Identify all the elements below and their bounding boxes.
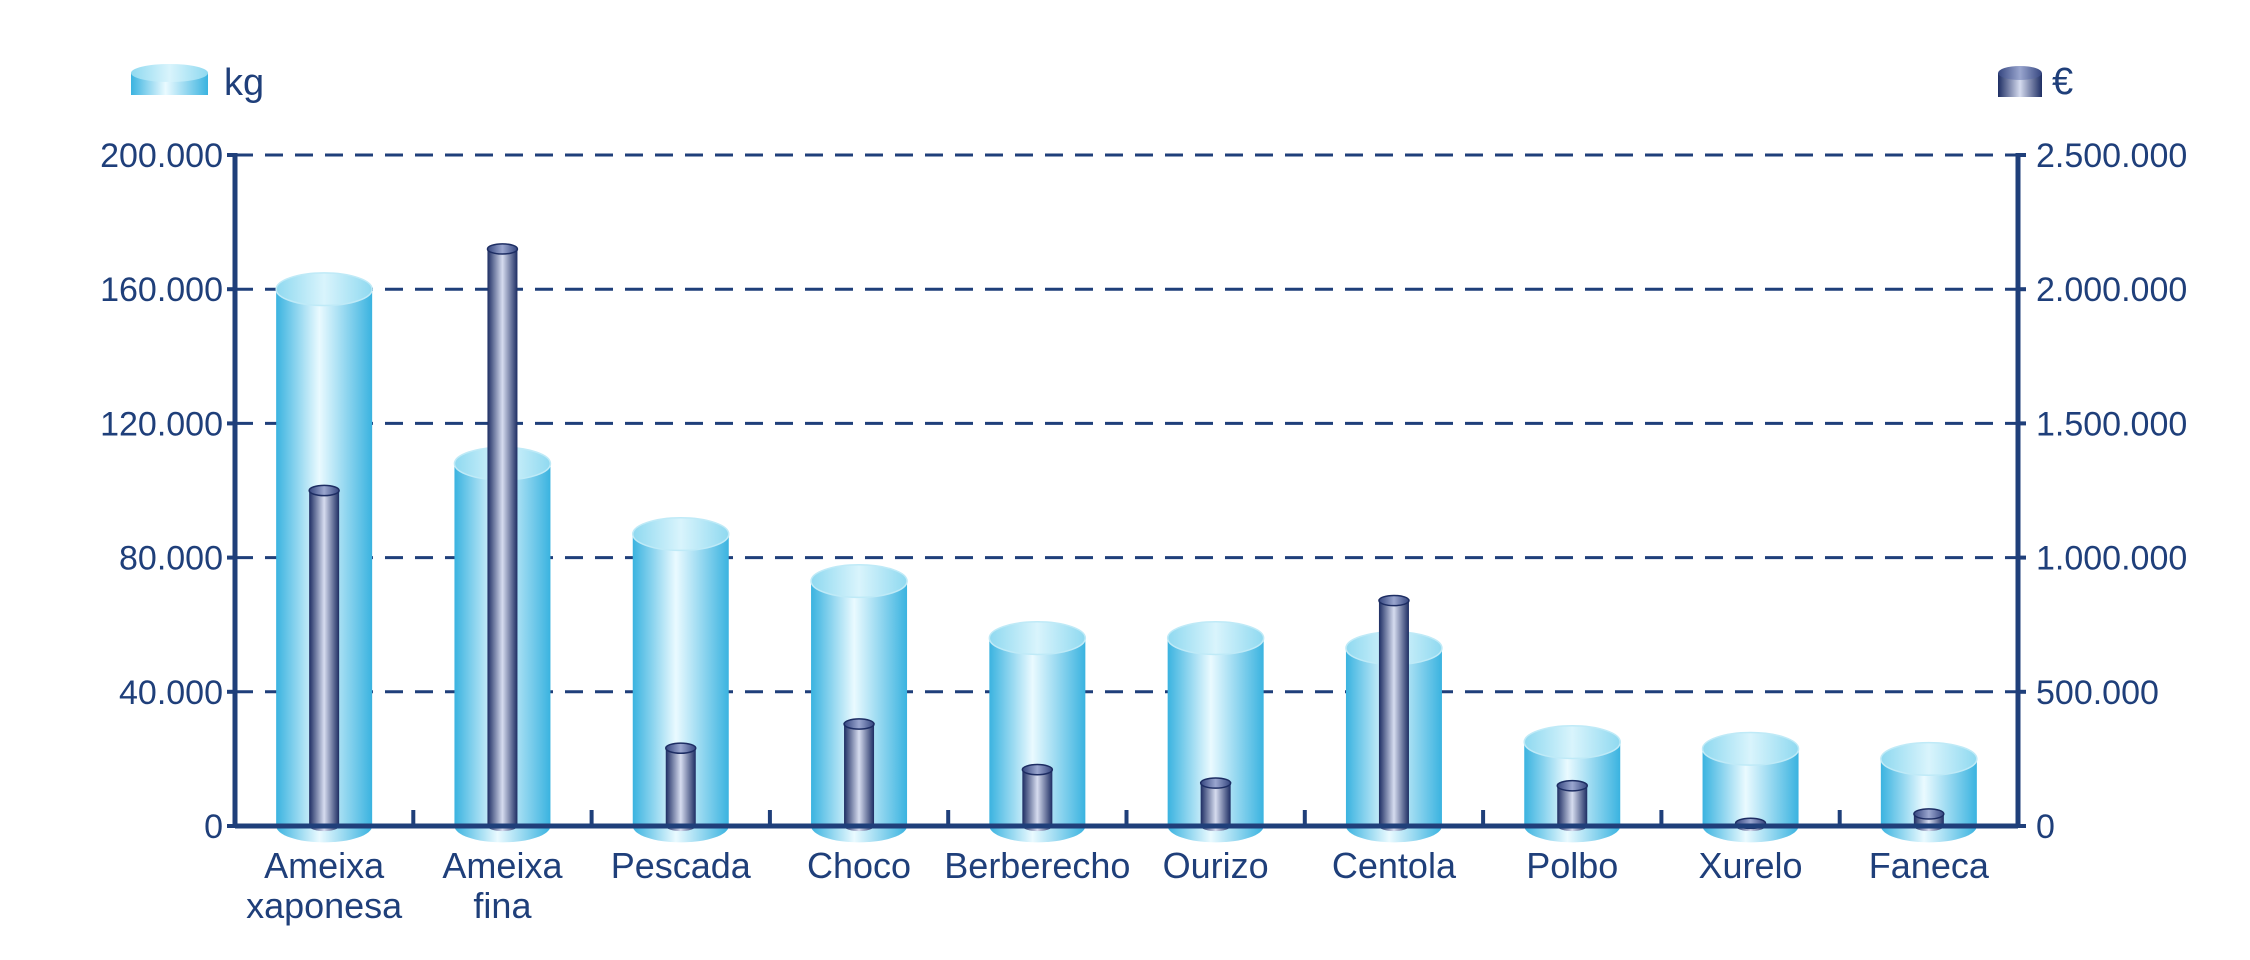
left-axis-tick-label: 120.000 [100, 405, 223, 443]
legend: kg € [131, 61, 2073, 104]
eur-bar-top [486, 243, 519, 255]
kg-bar [1523, 725, 1621, 843]
eur-bar-body [309, 490, 340, 826]
eur-bar-top [1913, 808, 1945, 820]
kg-bar-top [1880, 741, 1978, 776]
right-axis-tick-label: 1.500.000 [2036, 405, 2187, 443]
left-axis-tick-label: 0 [204, 808, 223, 846]
kg-bar-top [275, 272, 373, 307]
eur-bar-body [1200, 783, 1231, 826]
eur-bar-body [1378, 600, 1409, 826]
eur-bar-top [1199, 777, 1232, 789]
kg-bar [988, 621, 1087, 843]
right-axis-tick-label: 0 [2036, 808, 2055, 846]
eur-bar [1199, 777, 1232, 832]
kg-bar [1166, 621, 1265, 843]
category-label: Ameixa [442, 845, 563, 886]
category-label: Polbo [1526, 845, 1618, 886]
left-axis-tick-label: 160.000 [100, 271, 223, 309]
right-axis-tick-label: 2.000.000 [2036, 271, 2187, 309]
eur-bar [843, 718, 875, 832]
gridlines [235, 153, 2018, 694]
eur-bar [1021, 763, 1054, 832]
category-label: fina [473, 885, 532, 926]
category-label: xaponesa [246, 885, 403, 926]
eur-bar [486, 243, 519, 832]
category-label: Centola [1332, 845, 1457, 886]
eur-bar-top [1021, 763, 1054, 776]
category-label: Ameixa [264, 845, 385, 886]
kg-bar-top [810, 564, 908, 599]
right-axis-tick-label: 1.000.000 [2036, 540, 2187, 578]
category-label: Choco [807, 845, 911, 886]
kg-bar-top [1701, 731, 1800, 766]
legend-item-eur: € [1998, 61, 2073, 103]
kg-bar-top [1166, 621, 1265, 656]
labels: 0 40.000 80.000 120.000 160.000 200.000 0 500.0… [100, 137, 2187, 926]
legend-item-kg: kg [131, 62, 264, 104]
legend-eur-label: € [2052, 61, 2073, 103]
eur-bar-top [843, 718, 875, 730]
eur-bar [1556, 779, 1588, 832]
legend-eur-swatch-top [1998, 66, 2042, 80]
legend-kg-label: kg [224, 62, 264, 104]
eur-bar [665, 742, 697, 832]
legend-kg-swatch-top [131, 64, 208, 82]
left-axis-tick-label: 80.000 [119, 540, 223, 578]
eur-bar-top [1556, 779, 1588, 792]
eur-bar [308, 484, 340, 832]
eur-bar-body [1022, 769, 1053, 826]
eur-bar-body [487, 248, 518, 826]
eur-bars [308, 243, 1945, 832]
right-axis-tick-label: 500.000 [2036, 674, 2159, 712]
eur-bar-top [308, 484, 340, 497]
eur-bar [1378, 594, 1410, 832]
category-label: Pescada [611, 845, 752, 886]
category-label: Xurelo [1699, 845, 1803, 886]
kg-bar-top [988, 621, 1087, 656]
eur-bar-body [844, 724, 875, 826]
eur-bar-top [665, 742, 697, 755]
eur-bar-top [1378, 594, 1410, 607]
eur-bar-body [1557, 785, 1588, 826]
axes [227, 153, 2026, 829]
right-axis-tick-label: 2.500.000 [2036, 137, 2187, 175]
category-label: Ourizo [1163, 845, 1269, 886]
category-label: Berberecho [944, 845, 1130, 886]
left-axis-tick-label: 40.000 [119, 674, 223, 712]
kg-bar-top [1523, 725, 1621, 760]
eur-bar-body [665, 748, 696, 826]
category-label: Faneca [1869, 845, 1990, 886]
kg-bar-top [632, 517, 730, 552]
left-axis-tick-label: 200.000 [100, 137, 223, 175]
